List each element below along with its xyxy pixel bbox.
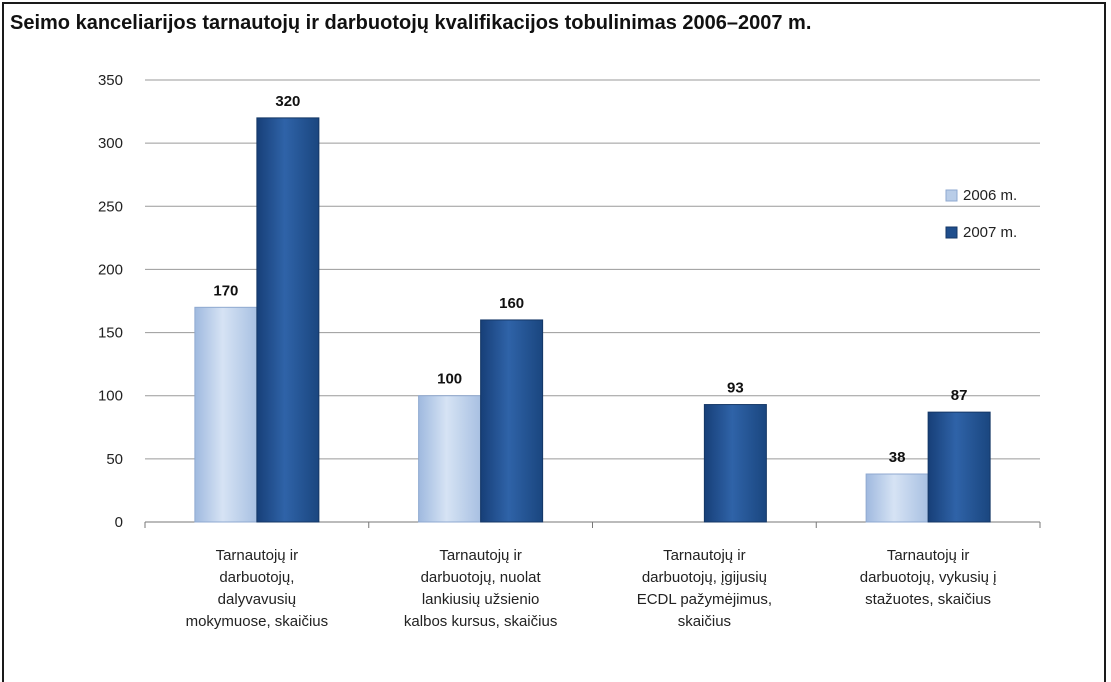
data-label: 320 (275, 93, 300, 110)
x-category-label: darbuotojų, vykusių į (860, 569, 997, 586)
x-category-label: darbuotojų, (219, 569, 294, 586)
x-category-label: darbuotojų, įgijusių (642, 569, 767, 586)
y-tick-label: 100 (98, 388, 123, 405)
bar-2007 (703, 404, 767, 523)
legend-label: 2006 m. (963, 187, 1017, 204)
bar-2006 (865, 473, 929, 523)
data-label: 38 (889, 449, 906, 466)
x-category-label: mokymuose, skaičius (186, 613, 329, 630)
x-category-label: stažuotes, skaičius (865, 591, 991, 608)
y-tick-label: 0 (115, 514, 123, 531)
y-tick-label: 200 (98, 261, 123, 278)
bar-2007 (480, 319, 544, 523)
y-tick-label: 250 (98, 198, 123, 215)
x-category-label: skaičius (678, 613, 731, 630)
x-category-label: Tarnautojų ir (439, 547, 522, 564)
x-category-label: Tarnautojų ir (216, 547, 299, 564)
bar-2006 (418, 395, 482, 523)
x-category-label: darbuotojų, nuolat (421, 569, 542, 586)
x-category-label: dalyvavusių (218, 591, 296, 608)
x-category-label: Tarnautojų ir (887, 547, 970, 564)
legend-swatch (945, 226, 958, 239)
bar-2007 (927, 411, 991, 523)
data-label: 87 (951, 387, 968, 404)
x-category-label: lankiusių užsienio (422, 591, 540, 608)
x-category-label: kalbos kursus, skaičius (404, 613, 557, 630)
bar-2007 (256, 117, 320, 523)
legend-label: 2007 m. (963, 224, 1017, 241)
chart-title: Seimo kanceliarijos tarnautojų ir darbuo… (10, 12, 812, 34)
x-category-label: ECDL pažymėjimus, (637, 591, 772, 608)
data-label: 100 (437, 371, 462, 388)
y-tick-label: 50 (106, 451, 123, 468)
x-category-label: Tarnautojų ir (663, 547, 746, 564)
legend-swatch (945, 189, 958, 202)
bar-chart: 0 50 100 150 200 250 300 350 170 320 Tarnautojų ir… (98, 72, 1041, 630)
data-label: 160 (499, 295, 524, 312)
bar-2006 (194, 306, 258, 523)
y-tick-label: 350 (98, 72, 123, 89)
y-tick-label: 300 (98, 135, 123, 152)
y-tick-label: 150 (98, 325, 123, 342)
data-label: 93 (727, 380, 744, 397)
data-label: 170 (213, 282, 238, 299)
